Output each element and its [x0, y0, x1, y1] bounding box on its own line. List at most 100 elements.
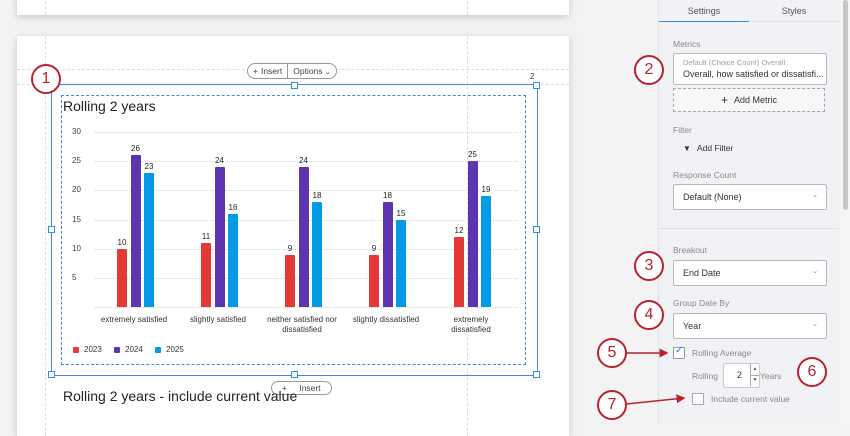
data-label: 23 [144, 161, 154, 171]
legend-swatch [155, 346, 161, 353]
data-label: 18 [383, 191, 392, 200]
resize-handle-bottom-left[interactable] [48, 371, 55, 378]
x-axis-label: slightly satisfied [189, 315, 247, 324]
add-filter-button[interactable]: ▼ Add Filter [683, 143, 734, 153]
annotation-6: 6 [797, 357, 827, 387]
chart-content-area [61, 95, 526, 365]
filter-label: Filter [673, 125, 692, 135]
checkmark-icon: ✓ [675, 345, 684, 356]
panel-scrollbar-track[interactable] [841, 0, 850, 423]
resize-handle-right[interactable] [533, 226, 540, 233]
legend-item-2024[interactable]: 2024 [114, 345, 143, 354]
response-count-select[interactable]: Default (None) ⌄ [673, 184, 827, 210]
metrics-label: Metrics [673, 39, 701, 49]
data-label: 10 [117, 237, 127, 247]
annotation-arrows [626, 348, 686, 405]
include-current-checkbox[interactable] [692, 393, 704, 405]
breakout-select[interactable]: End Date ⌄ [673, 260, 827, 286]
bar-2023[interactable] [117, 248, 127, 307]
bar-2024[interactable] [298, 167, 309, 307]
settings-panel: Settings Styles Metrics Default (Choice … [658, 0, 839, 423]
data-label: 25 [468, 150, 477, 160]
tab-styles[interactable]: Styles [749, 0, 839, 22]
x-axis-label: extremely dissatisfied [451, 315, 491, 334]
y-tick-label: 25 [72, 156, 81, 166]
widget-toolbar: + Insert Options ⌄ [247, 63, 337, 79]
bar-2024[interactable] [214, 167, 225, 307]
annotation-1: 1 [31, 64, 61, 94]
legend-label: 2024 [125, 345, 143, 354]
legend-item-2025[interactable]: 2025 [155, 345, 184, 354]
filter-icon: ▼ [683, 143, 691, 153]
annotation-5: 5 [597, 338, 627, 368]
legend-label: 2023 [84, 345, 102, 354]
legend-swatch [114, 346, 120, 353]
plus-icon: + [282, 383, 287, 393]
bar-2025[interactable] [396, 219, 406, 307]
data-label: 24 [215, 156, 224, 165]
group-date-by-select[interactable]: Year ⌄ [673, 313, 827, 339]
data-label: 11 [201, 231, 211, 241]
annotation-4: 4 [634, 300, 664, 330]
bar-2024[interactable] [382, 202, 393, 307]
bar-2025[interactable] [481, 196, 491, 307]
breakout-label: Breakout [673, 245, 708, 255]
data-label: 15 [396, 208, 406, 218]
decrement-arrow-icon[interactable]: ▼ [750, 375, 759, 386]
chevron-down-icon: ⌄ [812, 268, 818, 275]
bar-2023[interactable] [285, 254, 295, 307]
rolling-average-label: Rolling Average [692, 348, 752, 358]
widget-index: 2 [530, 72, 535, 81]
metric-item[interactable]: Default (Choice Count) Overall Overall, … [673, 53, 827, 85]
y-tick-label: 15 [72, 214, 81, 224]
insert-button[interactable]: + Insert [253, 66, 283, 76]
increment-arrow-icon[interactable]: ▲ [750, 364, 759, 376]
baseline [95, 307, 518, 308]
bar-2023[interactable] [454, 237, 464, 307]
include-current-label: Include current value [711, 394, 790, 404]
bar-2024[interactable] [467, 161, 478, 307]
chevron-down-icon: ⌄ [812, 321, 818, 328]
insert-below-button[interactable]: + Insert [271, 381, 332, 395]
resize-handle-bottom[interactable] [291, 371, 298, 378]
bar-2023[interactable] [201, 242, 211, 307]
previous-page [17, 0, 569, 15]
tab-settings[interactable]: Settings [659, 0, 749, 22]
legend-swatch [73, 346, 79, 353]
bar-2023[interactable] [369, 254, 379, 307]
data-label: 9 [287, 243, 293, 253]
section-divider [659, 228, 839, 229]
add-metric-button[interactable]: + Add Metric [673, 88, 825, 112]
bar-2025[interactable] [228, 213, 238, 307]
legend-item-2023[interactable]: 2023 [73, 345, 102, 354]
plus-icon: + [720, 93, 728, 107]
y-tick-label: 5 [72, 272, 77, 282]
bar-2025[interactable] [312, 202, 322, 307]
rolling-suffix: Years [760, 371, 782, 381]
response-count-label: Response Count [673, 170, 737, 180]
resize-handle-left[interactable] [48, 226, 55, 233]
resize-handle-bottom-right[interactable] [533, 371, 540, 378]
chevron-down-icon: ⌄ [812, 192, 818, 199]
x-axis-label: neither satisfied nor dissatisfied [267, 315, 337, 334]
bar-2025[interactable] [144, 172, 154, 307]
x-axis-label: slightly dissatisfied [352, 315, 420, 324]
data-label: 19 [481, 185, 491, 195]
rolling-years-stepper[interactable]: 2 ▲ ▼ [723, 363, 760, 388]
rolling-average-checkbox[interactable]: ✓ [673, 345, 685, 359]
plus-icon: + [253, 66, 258, 76]
y-tick-label: 30 [72, 127, 81, 136]
y-tick-label: 10 [72, 243, 81, 253]
resize-handle-top-right[interactable] [533, 82, 540, 89]
gridline [95, 161, 518, 163]
options-button[interactable]: Options ⌄ [293, 66, 331, 76]
annotation-2: 2 [634, 55, 664, 85]
chevron-down-icon: ⌄ [324, 69, 331, 76]
data-label: 18 [312, 191, 322, 200]
chart-title: Rolling 2 years [63, 98, 156, 114]
bar-2024[interactable] [130, 155, 141, 307]
resize-handle-top[interactable] [291, 82, 298, 89]
panel-scrollbar-thumb[interactable] [843, 0, 848, 210]
data-label: 12 [454, 226, 464, 235]
gridline [95, 132, 518, 133]
